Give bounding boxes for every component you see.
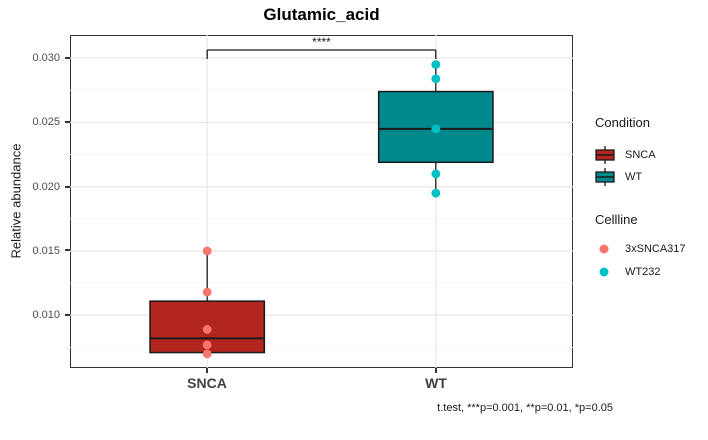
boxplot-key-icon (595, 168, 615, 186)
y-tick-label: 0.020 (32, 181, 60, 193)
y-tick-label: 0.015 (32, 245, 60, 257)
legend-item-wt232: WT232 (593, 261, 660, 283)
y-axis-title: Relative abundance (8, 143, 24, 259)
x-tick-mark (435, 368, 437, 373)
data-point-3xsnca317 (202, 246, 212, 256)
y-tick-mark (65, 249, 70, 251)
legend-item-snca: SNCA (593, 144, 656, 166)
y-tick-mark (65, 314, 70, 316)
plot-svg: **** (70, 35, 573, 368)
data-point-wt232 (431, 60, 441, 69)
boxplot-key-icon (595, 146, 615, 164)
legend-label: SNCA (625, 149, 656, 161)
y-tick-label: 0.030 (32, 52, 60, 64)
data-point-wt232 (431, 169, 441, 179)
y-tick-mark (65, 186, 70, 188)
x-axis-label-wt: WT (425, 375, 447, 391)
legend-title-cellline: Cellline (595, 212, 638, 227)
point-key-icon (599, 244, 609, 254)
y-tick-label: 0.010 (32, 309, 60, 321)
legend-item-wt: WT (593, 166, 642, 188)
x-tick-mark (206, 368, 208, 373)
data-point-3xsnca317 (202, 349, 212, 359)
data-point-3xsnca317 (202, 325, 212, 334)
stat-test-caption: t.test, ***p=0.001, **p=0.01, *p=0.05 (437, 402, 613, 414)
legend-label: 3xSNCA317 (625, 243, 686, 255)
plot-title: Glutamic_acid (263, 5, 380, 24)
data-point-3xsnca317 (202, 340, 212, 350)
legend-title-condition: Condition (595, 115, 650, 130)
y-tick-label: 0.025 (32, 116, 60, 128)
significance-stars: **** (312, 35, 331, 49)
y-tick-mark (65, 121, 70, 123)
legend-label: WT232 (625, 266, 661, 278)
data-point-wt232 (431, 124, 441, 134)
y-tick-mark (65, 57, 70, 59)
point-key-icon (599, 267, 609, 277)
data-point-3xsnca317 (202, 287, 212, 297)
legend-item-3xsnca317: 3xSNCA317 (593, 238, 686, 260)
legend-label: WT (625, 171, 643, 183)
data-point-wt232 (431, 188, 441, 198)
data-point-wt232 (431, 74, 441, 84)
x-axis-label-snca: SNCA (187, 375, 227, 391)
